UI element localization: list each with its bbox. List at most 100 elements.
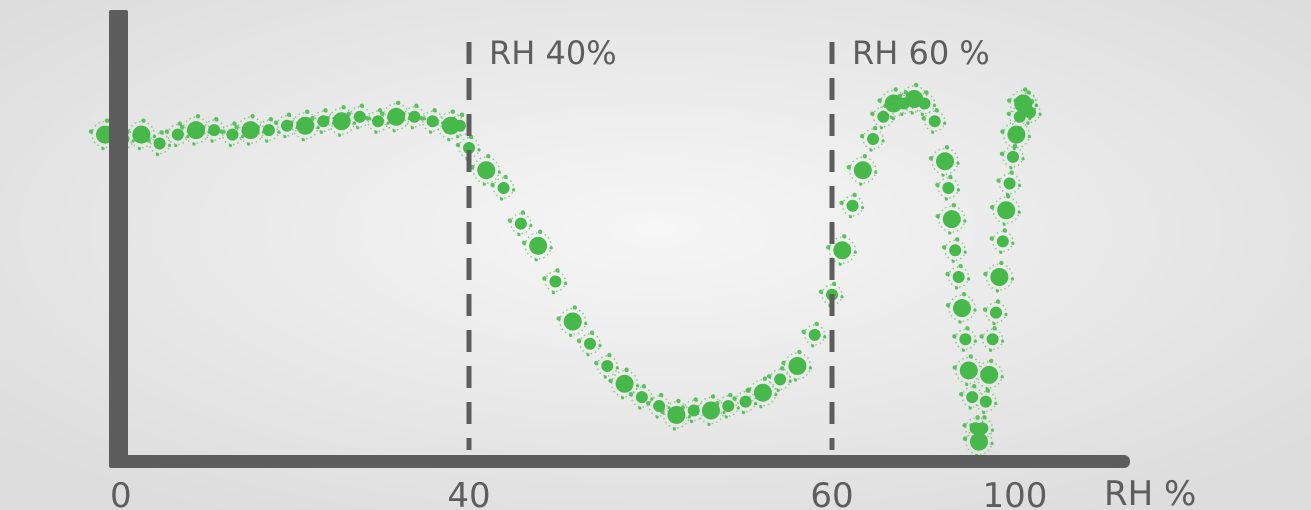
data-point-halo [458,137,480,159]
data-point-satellite [989,358,994,364]
data-point-halo [112,128,134,150]
data-point-dot [739,395,752,408]
data-point-satellite [911,98,916,103]
data-point-satellite [965,382,969,387]
data-point-satellite [944,197,949,201]
data-point-satellite [931,130,935,134]
data-point-halo [998,172,1021,195]
data-point-satellite [994,402,998,406]
data-point-satellite [982,307,988,312]
data-point-satellite [607,352,612,358]
data-point-dot [959,361,978,380]
data-point-satellite [455,142,461,148]
data-point-halo [367,110,389,132]
data-point [983,260,1015,293]
data-point [1016,99,1042,125]
data-point-satellite [776,388,780,392]
data-point [289,109,320,142]
data-point-halo [492,177,515,199]
data-point-dot [936,152,954,171]
data-point-dot [497,182,510,194]
data-point-satellite [286,112,292,117]
data-point [219,121,244,148]
data-point-halo [579,333,601,355]
data-point [826,234,857,266]
data-point-dot [514,217,527,230]
data-point [972,388,998,415]
data-point-satellite [890,98,896,103]
data-point-satellite [942,245,947,250]
data-point-halo [981,328,1004,351]
data-point-dot [788,357,807,375]
data-point-satellite [732,396,737,401]
data-point-dot [208,124,221,137]
data-point-dot [990,306,1002,319]
data-point-satellite [999,260,1004,266]
data-point-halo [544,270,567,293]
data-point-satellite [174,144,178,148]
data-point [455,134,481,161]
data-point-satellite [353,121,357,125]
data-point-halo [421,110,444,132]
data-point-satellite [944,145,950,150]
data-point-dot [615,374,634,393]
data-point-dot [408,110,421,123]
data-point-dot [262,124,275,137]
data-point-halo [662,401,691,429]
data-point-dot [959,333,972,346]
data-point-halo [985,301,1007,324]
data-point-satellite [364,116,370,121]
data-point-satellite [503,174,508,180]
data-point [766,366,792,392]
data-point-satellite [848,215,853,219]
data-point-satellite [992,322,996,326]
data-point-satellite [962,423,967,428]
data-point-satellite [890,115,894,120]
data-point-satellite [921,116,926,121]
data-point-dot [833,241,852,260]
data-point [576,330,602,357]
data-point [325,105,357,137]
data-point-halo [849,156,877,184]
data-point-satellite [195,113,201,119]
data-point-satellite [724,415,728,419]
data-point [746,376,778,409]
data-point-satellite [620,396,625,400]
data-point-satellite [1006,111,1011,117]
data-point-satellite [419,116,424,121]
data-point-satellite [1029,99,1035,104]
data-point-satellite [869,148,873,152]
data-point-satellite [555,268,560,273]
data-point-dot [601,360,614,372]
data-point-satellite [979,334,984,339]
data-point-satellite [434,120,439,125]
data-point-dot [970,432,988,451]
data-point-satellite [963,250,967,254]
data-point-satellite [897,93,903,99]
data-point-halo [524,232,552,260]
data-point-satellite [955,237,960,242]
data-point-satellite [982,415,987,420]
data-point-satellite [859,133,865,139]
data-point-dot [387,107,406,126]
data-point-satellite [951,202,956,208]
data-point-satellite [250,113,255,119]
data-point-satellite [164,129,169,134]
data-point [935,174,961,201]
data-point [521,229,553,262]
data-point-satellite [356,126,360,130]
data-point-halo [992,196,1020,224]
data-point-satellite [962,436,968,441]
data-point-satellite [319,130,323,134]
data-point-satellite [517,233,521,237]
data-point-satellite [1006,192,1010,197]
data-point-dot [667,405,686,424]
data-point-satellite [948,231,952,235]
data-point-satellite [874,170,878,174]
data-point-satellite [990,205,995,210]
data-point-satellite [972,383,977,389]
data-point-satellite [301,138,305,142]
data-point [1000,118,1031,151]
data-point [969,415,995,441]
data-point-halo [923,110,946,132]
